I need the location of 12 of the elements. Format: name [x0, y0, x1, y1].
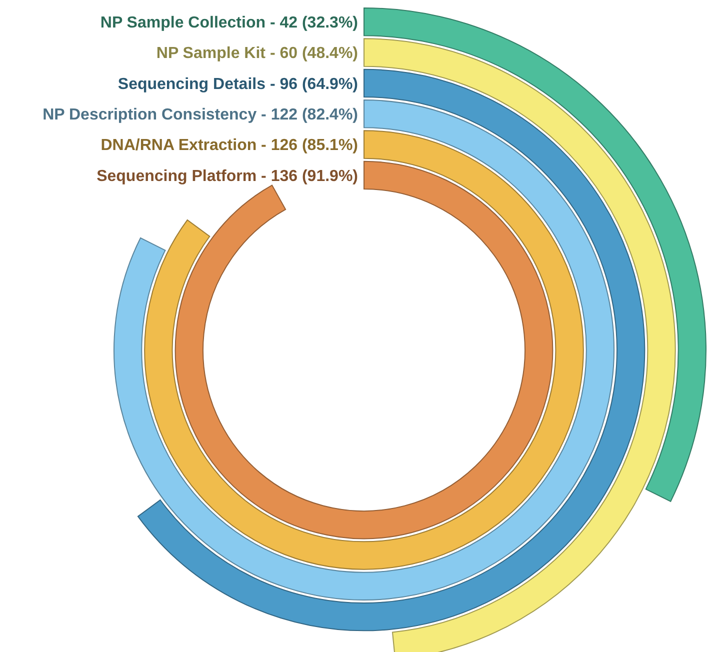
category-label: NP Sample Kit	[156, 45, 266, 62]
data-label: - 42 (32.3%)	[266, 14, 358, 32]
category-label: DNA/RNA Extraction	[100, 137, 257, 154]
category-label: Sequencing Details	[118, 76, 266, 93]
category-label: NP Description Consistency	[42, 106, 257, 124]
data-label: - 126 (85.1%)	[256, 137, 358, 154]
data-label: - 136 (91.9%)	[256, 168, 358, 185]
data-label: - 60 (48.4%)	[266, 45, 358, 62]
category-label: Sequencing Platform	[96, 168, 257, 185]
data-label: - 96 (64.9%)	[266, 76, 358, 93]
data-label: - 122 (82.4%)	[256, 106, 358, 124]
category-label: NP Sample Collection	[100, 14, 266, 32]
